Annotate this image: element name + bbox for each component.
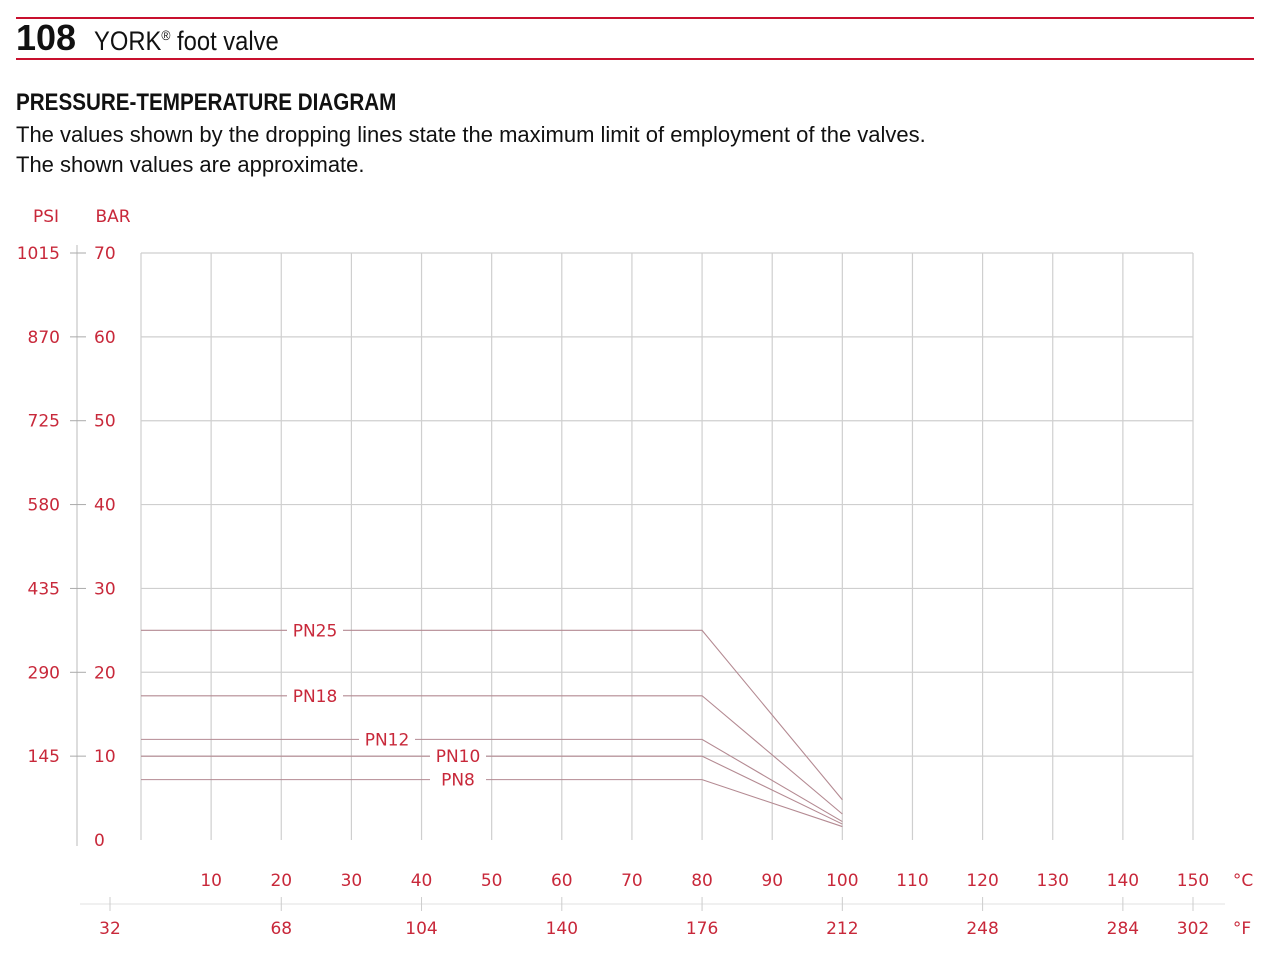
series-label-background — [359, 728, 415, 749]
header-rule-bottom — [16, 58, 1254, 60]
x-tick-label-celsius: 130 — [1037, 871, 1069, 891]
y-tick-label-psi: 725 — [28, 412, 60, 432]
series-label: PN10 — [436, 747, 481, 767]
series-label-background — [287, 619, 343, 640]
celsius-unit-label: °C — [1233, 871, 1253, 891]
y-tick-label-bar: 10 — [94, 747, 116, 767]
y-tick-label-bar: 30 — [94, 579, 116, 599]
series-label: PN8 — [441, 771, 475, 791]
section-title: PRESSURE-TEMPERATURE DIAGRAM — [16, 89, 397, 116]
x-tick-label-celsius: 20 — [270, 871, 292, 891]
description-line: The values shown by the dropping lines s… — [16, 122, 926, 147]
series-line-pn8 — [141, 779, 843, 828]
y-tick-label-bar: 0 — [94, 831, 105, 851]
x-tick-label-celsius: 100 — [826, 871, 858, 891]
psi-unit-label: PSI — [33, 207, 59, 227]
x-tick-label-celsius: 70 — [621, 871, 643, 891]
x-tick-label-fahrenheit: 104 — [405, 919, 437, 939]
registered-mark: ® — [161, 27, 171, 43]
x-tick-label-fahrenheit: 302 — [1177, 919, 1209, 939]
series-label-background — [430, 768, 486, 789]
product-title: YORK® foot valve — [94, 26, 279, 57]
y-tick-label-bar: 40 — [94, 496, 116, 516]
x-tick-label-celsius: 120 — [966, 871, 998, 891]
y-tick-label-bar: 20 — [94, 663, 116, 683]
x-tick-label-celsius: 150 — [1177, 871, 1209, 891]
series-line-pn10 — [141, 755, 843, 825]
series-label-background — [430, 745, 486, 766]
y-tick-label-psi: 870 — [28, 328, 60, 348]
brand-name: YORK — [94, 26, 162, 56]
y-tick-label-bar: 70 — [94, 244, 116, 264]
x-tick-label-fahrenheit: 212 — [826, 919, 858, 939]
x-tick-label-celsius: 110 — [896, 871, 928, 891]
x-tick-label-celsius: 140 — [1107, 871, 1139, 891]
x-tick-label-celsius: 40 — [411, 871, 433, 891]
x-tick-label-celsius: 10 — [200, 871, 222, 891]
fahrenheit-unit-label: °F — [1233, 919, 1251, 939]
series-label: PN12 — [365, 730, 410, 750]
x-tick-label-celsius: 50 — [481, 871, 503, 891]
series-label-background — [287, 684, 343, 705]
x-tick-label-celsius: 30 — [341, 871, 363, 891]
y-tick-label-bar: 50 — [94, 412, 116, 432]
x-tick-label-fahrenheit: 140 — [546, 919, 578, 939]
y-tick-label-psi: 435 — [28, 579, 60, 599]
x-tick-label-fahrenheit: 32 — [99, 919, 121, 939]
bar-unit-label: BAR — [95, 207, 130, 227]
description-line: The shown values are approximate. — [16, 152, 365, 177]
product-name: foot valve — [177, 26, 279, 56]
series-line-pn12 — [141, 738, 843, 823]
x-tick-label-celsius: 80 — [691, 871, 713, 891]
y-tick-label-bar: 60 — [94, 328, 116, 348]
y-tick-label-psi: 1015 — [17, 244, 60, 264]
y-tick-label-psi: 145 — [28, 747, 60, 767]
x-tick-label-fahrenheit: 68 — [270, 919, 292, 939]
page-number: 108 — [16, 17, 77, 58]
x-tick-label-fahrenheit: 248 — [966, 919, 998, 939]
header-rule-top — [16, 17, 1254, 19]
x-tick-label-celsius: 60 — [551, 871, 573, 891]
y-tick-label-psi: 580 — [28, 496, 60, 516]
series-label: PN18 — [293, 687, 338, 707]
y-tick-label-psi: 290 — [28, 663, 60, 683]
x-tick-label-fahrenheit: 284 — [1107, 919, 1139, 939]
x-tick-label-celsius: 90 — [761, 871, 783, 891]
series-label: PN25 — [293, 621, 338, 641]
page-header: 108 YORK® foot valve — [16, 18, 304, 58]
x-tick-label-fahrenheit: 176 — [686, 919, 718, 939]
